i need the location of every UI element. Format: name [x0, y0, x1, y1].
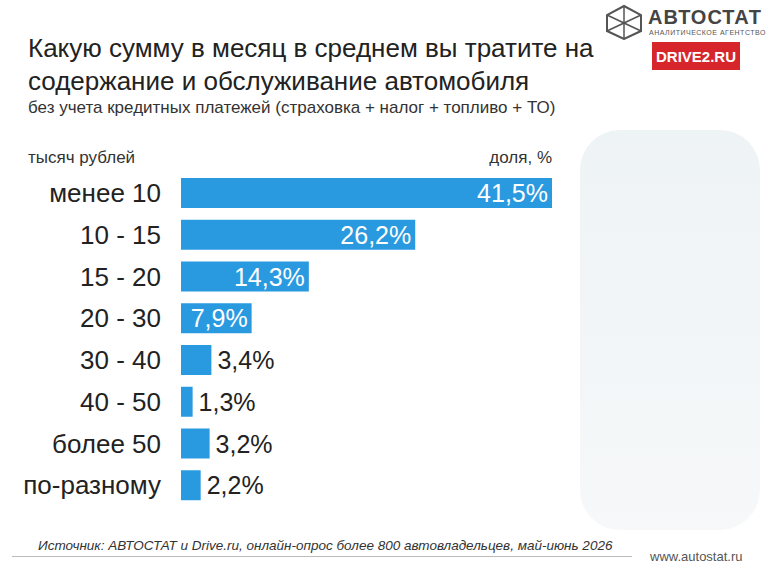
- svg-text:26,2%: 26,2%: [340, 221, 411, 249]
- svg-text:14,3%: 14,3%: [234, 263, 305, 291]
- svg-text:20 - 30: 20 - 30: [80, 303, 161, 333]
- svg-text:2,2%: 2,2%: [207, 471, 264, 499]
- html-text:доля, %: доля, %: [489, 148, 552, 167]
- html-text:АНАЛИТИЧЕСКОЕ АГЕНТСТВО: АНАЛИТИЧЕСКОЕ АГЕНТСТВО: [649, 29, 766, 36]
- html-text:Какую сумму в месяц в среднем: Какую сумму в месяц в среднем вы тратите…: [28, 33, 594, 96]
- svg-text:7,9%: 7,9%: [191, 304, 248, 332]
- svg-text:менее 10: менее 10: [49, 178, 161, 208]
- svg-text:по-разному: по-разному: [23, 470, 161, 500]
- html-text:DRIVE2.RU: DRIVE2.RU: [656, 47, 736, 65]
- svg-text:15 - 20: 15 - 20: [80, 262, 161, 292]
- svg-text:10 - 15: 10 - 15: [80, 220, 161, 250]
- html-text:Источник: АВТОСТАТ и Drive.ru,: Источник: АВТОСТАТ и Drive.ru, онлайн-оп…: [38, 538, 613, 553]
- html-text:www.autostat.ru: www.autostat.ru: [650, 549, 743, 564]
- html-text:тысяч рублей: тысяч рублей: [28, 148, 136, 167]
- svg-text:30 - 40: 30 - 40: [80, 345, 161, 375]
- svg-text:3,2%: 3,2%: [216, 430, 273, 458]
- svg-text:3,4%: 3,4%: [217, 346, 274, 374]
- svg-text:более 50: более 50: [52, 429, 161, 459]
- svg-text:41,5%: 41,5%: [477, 179, 548, 207]
- html-text:без учета кредитных платежей (: без учета кредитных платежей (страховка …: [28, 98, 556, 117]
- svg-text:1,3%: 1,3%: [199, 388, 256, 416]
- svg-text:40 - 50: 40 - 50: [80, 387, 161, 417]
- html-text:АВТОСТАТ: АВТОСТАТ: [648, 6, 762, 28]
